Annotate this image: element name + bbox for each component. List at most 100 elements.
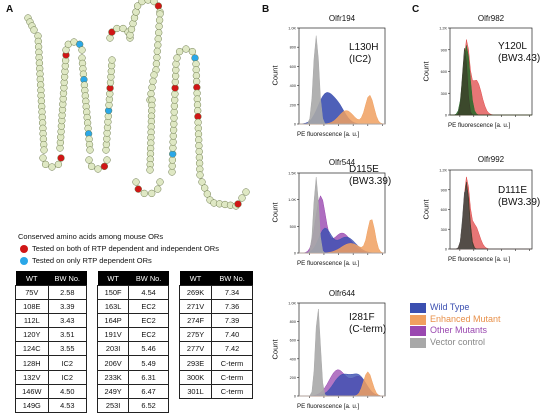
residue-bead	[54, 160, 63, 169]
residue-bead	[148, 189, 156, 198]
bw-cell: IC2	[47, 369, 88, 385]
y-tick-label: 500	[290, 225, 296, 229]
residue-bead	[148, 83, 156, 92]
annotation-line: L130H	[349, 42, 379, 53]
bw-cell: 2.58	[47, 284, 88, 301]
table-row: 124C 3.55	[15, 341, 88, 357]
y-tick-label: 1.2K	[439, 27, 447, 31]
x-axis-label: PE fluorescence [a. u.]	[297, 131, 360, 138]
panel-b-letter: B	[262, 4, 270, 15]
wt-cell: 164P	[96, 313, 130, 329]
residue-bead	[138, 0, 146, 6]
residue-bead	[154, 35, 162, 43]
legend-wild: Wild Type	[430, 302, 470, 312]
table-row: 108E 3.39	[15, 299, 88, 315]
table-header-row: WT BW No.	[97, 271, 169, 286]
y-tick-label: 300	[441, 92, 447, 96]
bw-table-3: WT BW No. 269K 7.34 271V 7.36 274F 7.39 275Y 7.40…	[178, 271, 253, 399]
wt-cell: 269K	[178, 284, 213, 301]
wt-cell: 203I	[96, 341, 130, 357]
table-row: 253I 6.52	[96, 397, 169, 413]
wt-cell: 277V	[178, 341, 213, 357]
red-residue	[108, 28, 116, 36]
mutation-annotation: D111E (BW3.39)	[498, 185, 540, 208]
wt-header: WT	[15, 271, 49, 286]
table-row: 271V 7.36	[178, 299, 253, 315]
legend-other-row: Other Mutants	[410, 325, 501, 337]
y-tick-label: 1.0K	[288, 302, 296, 306]
wt-cell: 132V	[15, 369, 49, 385]
y-tick-label: 800	[290, 46, 296, 50]
residue-bead	[172, 60, 180, 68]
wt-cell: 233K	[96, 369, 130, 385]
residue-bead	[86, 146, 94, 154]
bw-cell: 6.52	[128, 397, 169, 413]
wt-cell: 301L	[178, 383, 213, 399]
blue-dot-icon	[20, 256, 28, 265]
y-tick-label: 600	[290, 65, 296, 69]
panel-c-letter: C	[412, 4, 420, 15]
y-axis-label: Count	[421, 198, 431, 220]
wt-cell: 271V	[178, 299, 213, 315]
table-row: 150F 4.54	[96, 284, 169, 301]
mutation-annotation: D115E (BW3.39)	[349, 164, 391, 187]
legend-title: Conserved amino acids among mouse ORs	[18, 232, 164, 241]
table-row: 146W 4.50	[15, 383, 88, 399]
bw-cell: 7.34	[211, 284, 253, 301]
wt-cell: 75V	[15, 284, 49, 301]
red-residue	[57, 154, 65, 162]
bw-cell: IC2	[47, 355, 88, 371]
x-axis-label: PE fluorescence [a. u.]	[297, 403, 360, 410]
wt-cell: 191V	[96, 327, 130, 343]
residue-bead	[146, 166, 154, 174]
residue-bead	[132, 178, 140, 186]
y-tick-label: 600	[441, 70, 447, 74]
table-row: 233K 6.31	[96, 369, 169, 385]
x-axis-label: PE fluorescence [a. u.]	[448, 256, 511, 263]
bw-cell: 4.50	[47, 383, 88, 399]
y-tick-label: 600	[290, 339, 296, 343]
residue-bead	[149, 77, 157, 85]
residue-bead	[140, 189, 148, 198]
residue-bead	[156, 10, 164, 18]
table-row: 249Y 6.47	[96, 383, 169, 399]
bw-cell: 6.31	[128, 369, 169, 385]
y-tick-label: 200	[290, 376, 296, 380]
annotation-line: I281F	[349, 312, 375, 323]
plot-title: Olfr992	[477, 155, 505, 164]
mutation-annotation: L130H (IC2)	[349, 42, 378, 65]
table-row: 269K 7.34	[178, 284, 253, 301]
wt-cell: 120Y	[15, 327, 49, 343]
annotation-line: (BW3.43)	[498, 52, 541, 64]
wt-cell: 108E	[15, 299, 49, 315]
residue-bead	[182, 45, 190, 53]
table-row: 132V IC2	[15, 369, 88, 385]
residue-bead	[173, 54, 181, 62]
bw-cell: 3.39	[47, 299, 88, 315]
y-tick-label: 1.0K	[288, 27, 296, 31]
mutation-annotation: I281F (C-term)	[349, 312, 386, 335]
table-row: 274F 7.39	[178, 313, 253, 329]
residue-bead	[154, 41, 162, 49]
wt-cell: 128H	[15, 355, 49, 371]
residue-bead	[152, 60, 161, 68]
annotation-line: (C-term)	[349, 323, 387, 335]
y-tick-label: 1.2K	[439, 169, 447, 173]
y-tick-label: 900	[441, 48, 447, 52]
residue-bead	[87, 162, 96, 171]
histogram-plot: 1.0K 800 600 400 200 0	[288, 302, 386, 399]
residue-bead	[203, 190, 211, 198]
other-swatch	[410, 326, 426, 337]
wt-cell: 206V	[96, 355, 130, 371]
legend-red-row: Tested on both of RTP dependent and inde…	[20, 244, 219, 253]
bw-cell: 4.54	[128, 284, 169, 301]
table-row: 275Y 7.40	[178, 327, 253, 343]
residue-bead	[154, 185, 162, 193]
y-tick-label: 1.0K	[288, 198, 296, 202]
legend-enhanced: Enhanced Mutant	[430, 313, 501, 324]
y-tick-label: 0	[445, 248, 447, 252]
histogram-plot: 1.2K 900 600 300 0	[439, 27, 533, 118]
bw-cell: C-term	[211, 369, 253, 385]
residue-bead	[40, 146, 48, 154]
plot-title: Olfr194	[328, 14, 356, 23]
